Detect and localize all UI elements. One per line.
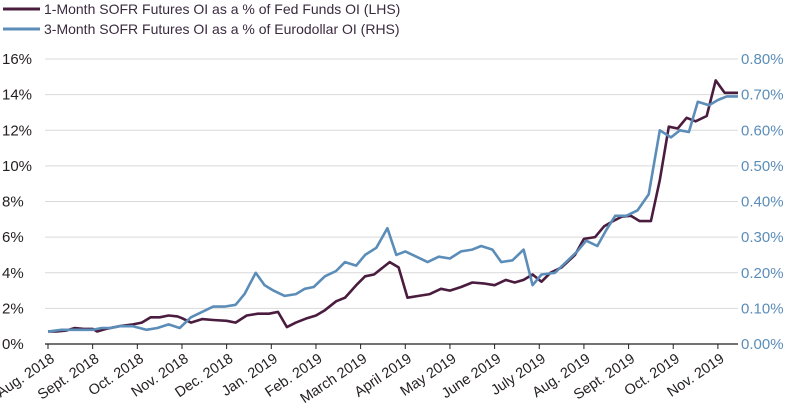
left-tick-label: 8% [2,194,24,211]
legend-label-rhs: 3-Month SOFR Futures OI as a % of Eurodo… [44,21,400,37]
left-tick-label: 4% [2,265,24,282]
legend: 1-Month SOFR Futures OI as a % of Fed Fu… [3,1,400,37]
right-tick-label: 0.10% [741,300,784,317]
left-tick-label: 14% [2,87,32,104]
right-tick-label: 0.30% [741,229,784,246]
legend-label-lhs: 1-Month SOFR Futures OI as a % of Fed Fu… [44,1,400,17]
series-line-lhs [48,79,738,333]
right-tick-label: 0.40% [741,194,784,211]
right-axis: 0.00% 0.10% 0.20% 0.30% 0.40% 0.50% 0.60% 0.70%… [741,51,784,353]
right-tick-label: 0.80% [741,51,784,68]
right-tick-label: 0.60% [741,122,784,139]
left-tick-label: 6% [2,229,24,246]
right-tick-label: 0.20% [741,265,784,282]
right-tick-label: 0.50% [741,158,784,175]
series-group [47,79,738,333]
right-tick-label: 0.00% [741,336,784,353]
left-tick-label: 16% [2,51,32,68]
left-tick-label: 10% [2,158,32,175]
left-tick-label: 0% [2,336,24,353]
left-axis: 0% 2% 4% 6% 8% 10% 12% 14% 16% [2,51,32,353]
left-tick-label: 12% [2,122,32,139]
gridlines [45,58,738,309]
right-tick-label: 0.70% [741,87,784,104]
series-line-rhs [47,95,738,333]
left-tick-label: 2% [2,300,24,317]
